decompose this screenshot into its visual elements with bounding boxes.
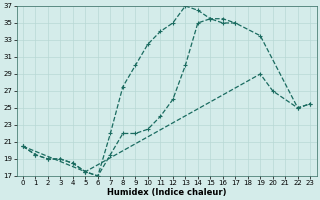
X-axis label: Humidex (Indice chaleur): Humidex (Indice chaleur) <box>107 188 226 197</box>
